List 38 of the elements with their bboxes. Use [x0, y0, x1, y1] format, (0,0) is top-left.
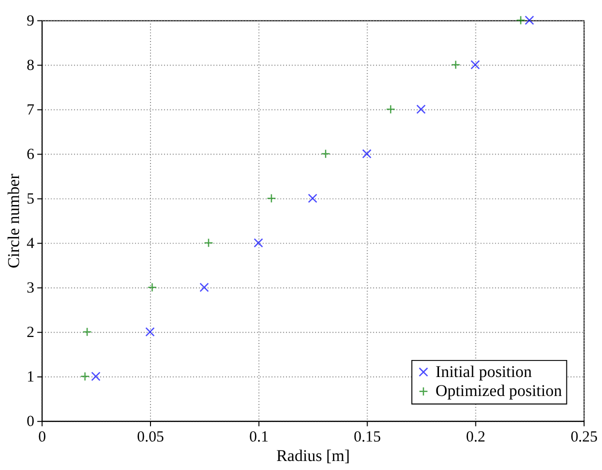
- legend-label: Initial position: [436, 362, 532, 381]
- point: [524, 16, 534, 25]
- point: [516, 16, 526, 25]
- point: [200, 282, 209, 292]
- point: [254, 238, 264, 248]
- y-tick-label: 9: [26, 12, 35, 30]
- x-tick-label: 0.05: [136, 428, 164, 446]
- legend-label: Optimized position: [436, 381, 562, 400]
- point: [204, 238, 214, 248]
- y-tick-label: 5: [26, 190, 35, 208]
- y-tick-label: 7: [26, 102, 35, 119]
- x-tick-label: 0.1: [249, 428, 269, 446]
- y-tick-label: 3: [26, 280, 35, 297]
- y-tick-label: 6: [26, 146, 35, 164]
- point: [451, 60, 460, 70]
- point: [320, 149, 330, 158]
- y-axis-title: Circle number: [4, 173, 23, 268]
- point: [266, 194, 276, 203]
- y-tick-label: 1: [26, 368, 34, 386]
- point: [470, 60, 480, 70]
- x-axis-title: Radius [m]: [276, 446, 350, 466]
- x-tick-label: 0.2: [466, 428, 486, 446]
- point: [80, 372, 90, 382]
- y-tick-label: 0: [26, 413, 35, 430]
- y-tick-label: 8: [26, 57, 35, 74]
- point: [148, 282, 157, 292]
- x-tick-label: 0: [38, 428, 46, 446]
- point: [386, 104, 396, 114]
- y-tick-label: 4: [26, 235, 35, 252]
- y-tick-label: 2: [26, 324, 34, 342]
- x-tick-label: 0.15: [354, 428, 382, 446]
- point: [82, 327, 92, 337]
- point: [145, 327, 155, 337]
- point: [91, 372, 100, 382]
- point: [416, 104, 426, 114]
- x-tick-label: 0.25: [570, 428, 598, 446]
- point: [362, 149, 372, 158]
- point: [308, 194, 318, 203]
